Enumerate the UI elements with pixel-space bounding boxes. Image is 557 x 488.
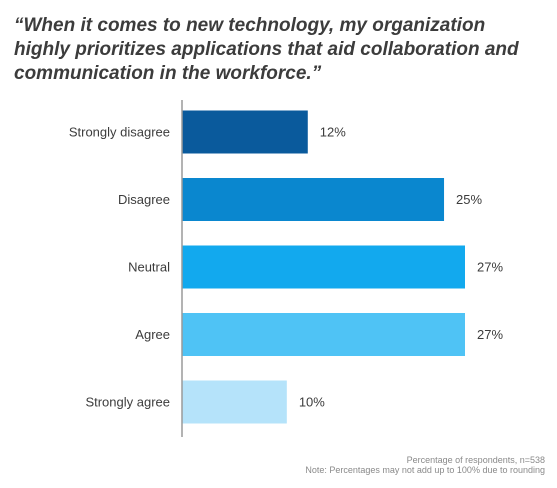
bar-strongly-disagree (182, 110, 308, 154)
value-label: 12% (320, 125, 346, 140)
bar-disagree (182, 178, 445, 221)
bar-neutral (182, 245, 465, 289)
category-label: Agree (135, 327, 170, 342)
category-label: Strongly agree (85, 395, 170, 410)
value-label: 27% (477, 260, 503, 275)
category-label: Neutral (128, 260, 170, 275)
category-label: Strongly disagree (69, 125, 170, 140)
value-label: 10% (299, 395, 325, 410)
footnote-rounding-note: Note: Percentages may not add up to 100%… (305, 465, 545, 475)
bar-agree (182, 313, 465, 356)
bar-strongly-agree (182, 380, 287, 424)
chart-title: “When it comes to new technology, my org… (14, 15, 519, 84)
value-label: 25% (456, 192, 482, 207)
footnote-respondents: Percentage of respondents, n=538 (406, 455, 545, 465)
value-label: 27% (477, 327, 503, 342)
category-label: Disagree (118, 192, 170, 207)
